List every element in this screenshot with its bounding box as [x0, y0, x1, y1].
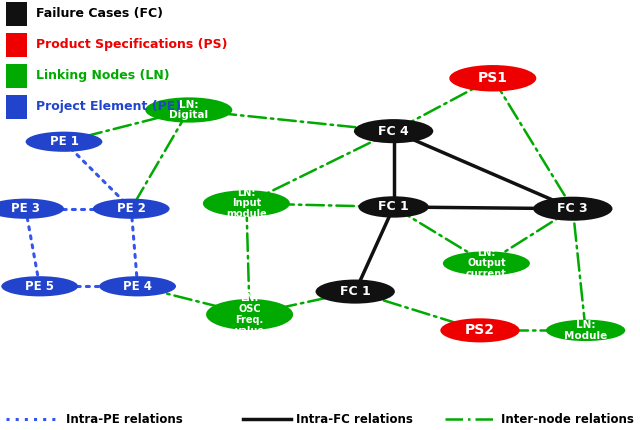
Text: LN:
OSC
Freq.
value: LN: OSC Freq. value	[235, 293, 264, 336]
Text: PE 5: PE 5	[25, 280, 54, 293]
Ellipse shape	[358, 196, 429, 218]
Text: FC 3: FC 3	[557, 202, 588, 215]
Text: FC 1: FC 1	[378, 200, 409, 213]
Ellipse shape	[206, 299, 293, 330]
Text: LN:
Digital: LN: Digital	[169, 100, 209, 120]
Ellipse shape	[546, 319, 625, 341]
Text: Project Element (PE): Project Element (PE)	[36, 100, 182, 114]
Ellipse shape	[443, 251, 530, 276]
Text: PE 4: PE 4	[123, 280, 152, 293]
Ellipse shape	[449, 65, 536, 92]
Text: Failure Cases (FC): Failure Cases (FC)	[36, 7, 163, 21]
Text: PE 3: PE 3	[11, 202, 40, 215]
Text: Inter-node relations: Inter-node relations	[501, 413, 634, 426]
Text: LN:
Input
module: LN: Input module	[226, 187, 267, 219]
Text: LN:
Module: LN: Module	[564, 320, 607, 341]
Text: PE 1: PE 1	[49, 135, 79, 148]
Text: Product Specifications (PS): Product Specifications (PS)	[36, 38, 228, 52]
Text: LN:
Output
current: LN: Output current	[466, 248, 507, 279]
Text: Intra-FC relations: Intra-FC relations	[296, 413, 413, 426]
Ellipse shape	[354, 119, 433, 143]
Ellipse shape	[316, 280, 395, 304]
Text: PE 2: PE 2	[116, 202, 146, 215]
Ellipse shape	[93, 199, 170, 219]
Ellipse shape	[440, 318, 520, 342]
Text: FC 4: FC 4	[378, 125, 409, 138]
Text: Linking Nodes (LN): Linking Nodes (LN)	[36, 69, 170, 83]
Ellipse shape	[0, 199, 64, 219]
Ellipse shape	[203, 190, 290, 217]
Text: Intra-PE relations: Intra-PE relations	[66, 413, 182, 426]
Ellipse shape	[26, 132, 102, 152]
Text: PS1: PS1	[478, 71, 508, 85]
Text: FC 1: FC 1	[340, 285, 371, 298]
Ellipse shape	[533, 197, 612, 221]
Text: PS2: PS2	[465, 323, 495, 338]
Ellipse shape	[99, 276, 176, 296]
Ellipse shape	[1, 276, 78, 296]
Ellipse shape	[145, 97, 232, 123]
